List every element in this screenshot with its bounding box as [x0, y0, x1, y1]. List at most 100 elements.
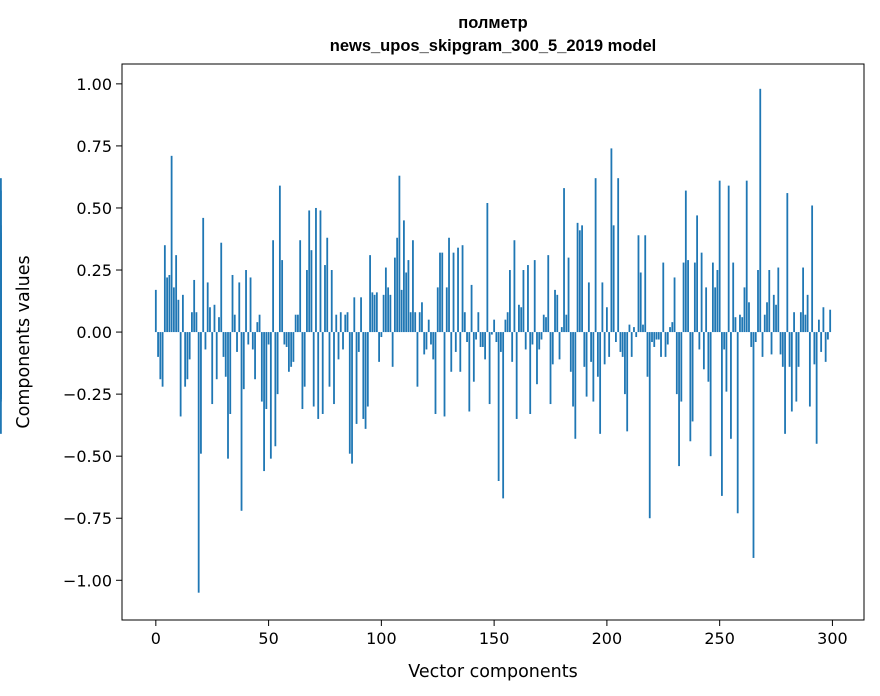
bar-component-237: [689, 332, 692, 442]
bar-component-196: [596, 332, 599, 377]
bar-component-32: [227, 332, 229, 459]
y-tick-label: 0.75: [76, 137, 112, 156]
bar-component-255: [730, 332, 732, 439]
bar-component-281: [788, 332, 791, 367]
bar-component-244: [705, 287, 708, 333]
bar-component-3: [161, 332, 164, 387]
bar-component-15: [188, 332, 191, 360]
bar-component-26: [213, 304, 216, 333]
bar-component-240: [696, 215, 698, 333]
bar-component-214: [637, 235, 640, 333]
bar-component-264: [750, 332, 753, 347]
bar-component-222: [655, 332, 658, 340]
bar-component-7: [170, 155, 173, 333]
bar-component-257: [734, 317, 737, 333]
bar-component-151: [495, 332, 498, 342]
bar-component-46: [258, 314, 261, 333]
bar-component-285: [797, 332, 800, 367]
bar-component-38: [240, 332, 243, 511]
bar-component-271: [766, 302, 768, 333]
chart-title-line-1: полметр: [458, 14, 527, 32]
bar-component-89: [355, 332, 358, 424]
bar-component-50: [267, 332, 270, 345]
bar-component-64: [299, 240, 302, 333]
bar-component-113: [409, 312, 412, 333]
bar-component-103: [387, 287, 390, 333]
x-tick-label: 150: [479, 629, 510, 648]
bar-component-152: [497, 332, 500, 481]
bar-component-111: [405, 272, 408, 333]
bar-component-12: [181, 294, 184, 333]
bar-component-233: [680, 332, 683, 402]
bar-component-280: [786, 193, 789, 333]
bar-component-undefined: [0, 304, 2, 333]
bar-component-157: [509, 270, 511, 333]
bar-component-283: [793, 312, 795, 333]
bar-component-195: [594, 178, 597, 333]
bar-component-293: [815, 332, 818, 444]
bar-component-228: [669, 327, 671, 333]
bar-component-175: [549, 332, 552, 405]
bar-component-101: [382, 294, 385, 333]
bar-component-166: [529, 332, 532, 414]
bar-component-23: [206, 282, 209, 333]
bar-component-51: [269, 332, 272, 459]
bar-component-132: [452, 252, 455, 333]
bar-component-168: [533, 260, 536, 333]
bar-component-290: [808, 332, 811, 407]
bar-component-210: [628, 324, 631, 333]
bar-component-106: [393, 257, 396, 333]
bar-component-1: [157, 332, 159, 357]
bar-component-204: [615, 332, 617, 342]
bar-component-2: [159, 332, 162, 380]
bar-component-115: [414, 312, 417, 333]
bar-component-120: [425, 332, 428, 350]
bar-component-259: [739, 314, 741, 333]
bar-component-60: [290, 332, 293, 367]
bar-component-116: [416, 332, 419, 387]
bar-component-80: [335, 314, 338, 333]
bar-component-undefined: [0, 324, 2, 333]
bar-component-96: [371, 292, 374, 333]
bar-component-220: [651, 332, 653, 342]
bar-component-227: [666, 332, 669, 345]
bar-component-117: [418, 312, 421, 333]
bar-component-225: [662, 262, 665, 333]
bar-component-148: [488, 332, 491, 405]
y-tick-label: −0.25: [63, 385, 112, 404]
bar-component-156: [506, 312, 509, 333]
bar-component-250: [718, 180, 721, 333]
bar-component-287: [802, 267, 804, 333]
bar-component-146: [484, 332, 486, 360]
bar-component-182: [565, 314, 568, 333]
bar-component-272: [768, 270, 771, 333]
x-tick-label: 300: [817, 629, 848, 648]
bar-component-194: [592, 332, 595, 402]
bar-component-124: [434, 332, 437, 414]
bar-component-140: [470, 284, 473, 333]
x-tick-label: 200: [592, 629, 623, 648]
bar-component-92: [362, 332, 365, 419]
bar-component-198: [601, 282, 604, 333]
bar-component-37: [238, 282, 241, 333]
bar-component-139: [468, 332, 471, 412]
y-tick-label: 1.00: [76, 75, 112, 94]
bar-component-62: [294, 314, 297, 333]
bar-component-5: [166, 277, 168, 333]
bar-component-59: [287, 332, 290, 372]
bar-component-43: [251, 332, 254, 350]
y-axis-label: Components values: [14, 255, 34, 428]
bar-component-104: [389, 294, 392, 333]
bar-component-158: [511, 332, 514, 362]
bar-component-121: [427, 319, 430, 333]
x-axis-label: Vector components: [408, 662, 577, 682]
bar-component-186: [574, 332, 577, 439]
bar-component-200: [605, 307, 608, 333]
bar-component-209: [626, 332, 629, 432]
bar-component-16: [191, 312, 193, 333]
bar-component-236: [687, 260, 689, 333]
bar-component-126: [439, 252, 441, 333]
bar-component-72: [317, 332, 320, 419]
bar-component-203: [612, 225, 615, 333]
